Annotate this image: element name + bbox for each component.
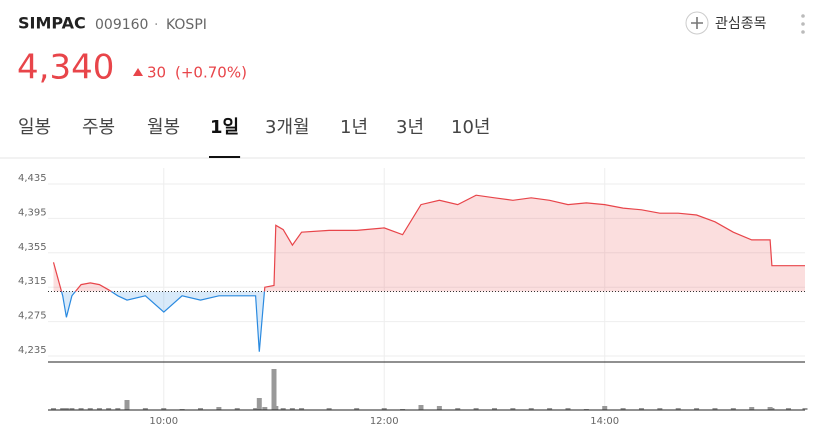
volume-bar <box>273 406 279 410</box>
volume-bar <box>253 408 259 410</box>
change-pct: (+0.70%) <box>175 64 247 82</box>
y-tick-label: 4,235 <box>18 345 47 356</box>
volume-bar <box>289 408 295 410</box>
volume-bar <box>785 408 791 410</box>
volume-bar <box>124 400 130 410</box>
volume-bar <box>326 408 332 410</box>
tab[interactable]: 1년 <box>340 117 368 138</box>
volume-bar <box>161 408 167 410</box>
volume-bar <box>473 408 479 410</box>
y-tick-label: 4,395 <box>18 207 47 218</box>
volume-bar <box>87 408 93 410</box>
tab-underline <box>209 156 241 158</box>
y-tick-label: 4,275 <box>18 311 47 322</box>
tab[interactable]: 주봉 <box>82 117 115 138</box>
tab-bar: 일봉 주봉 월봉 1일 3개월 1년 3년 10년 <box>18 117 490 158</box>
symbol: SIMPAC <box>18 14 86 33</box>
volume-bar <box>280 408 286 410</box>
volume-bar <box>694 408 700 410</box>
volume-bar <box>354 408 360 410</box>
y-tick-label: 4,355 <box>18 242 47 253</box>
volume-bar <box>234 408 240 410</box>
x-tick-label: 10:00 <box>149 416 178 427</box>
x-tick-label: 12:00 <box>370 416 399 427</box>
volume-bar <box>712 408 718 410</box>
up-arrow <box>133 68 143 76</box>
volume-bar <box>730 408 736 410</box>
tab[interactable]: 3개월 <box>265 117 310 138</box>
volume-bar <box>60 408 66 410</box>
volume-bar <box>510 408 516 410</box>
tab[interactable]: 3년 <box>396 117 424 138</box>
volume-bar <box>256 398 262 410</box>
volume-bar <box>216 407 222 410</box>
price-line <box>52 194 805 352</box>
volume-bar <box>299 408 305 410</box>
volume-bar <box>78 408 84 410</box>
volume-bar <box>675 408 681 410</box>
volume-bar <box>271 369 277 410</box>
volume-bar <box>620 408 626 410</box>
price-area <box>53 195 805 352</box>
volume-bar <box>491 408 497 410</box>
volume-bar <box>657 408 663 410</box>
volume-bar <box>115 408 121 410</box>
watch-label: 관심종목 <box>715 16 767 32</box>
separator: · <box>154 17 158 33</box>
volume-bar <box>602 406 608 410</box>
tab[interactable]: 10년 <box>451 117 490 138</box>
volume-bar <box>547 408 553 410</box>
y-tick-label: 4,315 <box>18 276 47 287</box>
watch-button[interactable]: 관심종목 <box>685 11 767 35</box>
volume-bar <box>528 408 534 410</box>
change: 30 <box>147 64 166 82</box>
code: 009160 <box>95 17 148 33</box>
more-menu[interactable] <box>801 14 805 34</box>
volume-bar <box>51 408 57 410</box>
tab[interactable]: 일봉 <box>18 117 51 138</box>
volume-bar <box>418 405 424 410</box>
volume-bar <box>262 407 268 410</box>
market: KOSPI <box>166 17 207 33</box>
volume-bar <box>802 408 808 410</box>
volume-bar <box>565 408 571 410</box>
plus-icon <box>691 17 703 29</box>
volume-bar <box>69 408 75 410</box>
price: 4,340 <box>17 48 114 88</box>
tab[interactable]: 월봉 <box>147 117 180 138</box>
x-tick-label: 14:00 <box>590 416 619 427</box>
volume-bar <box>63 408 69 410</box>
chart: 4,235 4,275 4,315 4,355 4,395 4,435 10:00 12:00… <box>18 168 808 427</box>
volume-bar <box>106 408 112 410</box>
volume-bar <box>769 408 775 410</box>
volume-bar <box>381 408 387 410</box>
volume-bar <box>96 408 102 410</box>
volume-bar <box>749 407 755 410</box>
volume-bar <box>638 408 644 410</box>
y-tick-label: 4,435 <box>18 173 47 184</box>
volume-bar <box>455 408 461 410</box>
volume-bar <box>436 406 442 410</box>
volume-bar <box>142 408 148 410</box>
tab[interactable]: 1일 <box>210 117 239 138</box>
volume-bar <box>198 408 204 410</box>
